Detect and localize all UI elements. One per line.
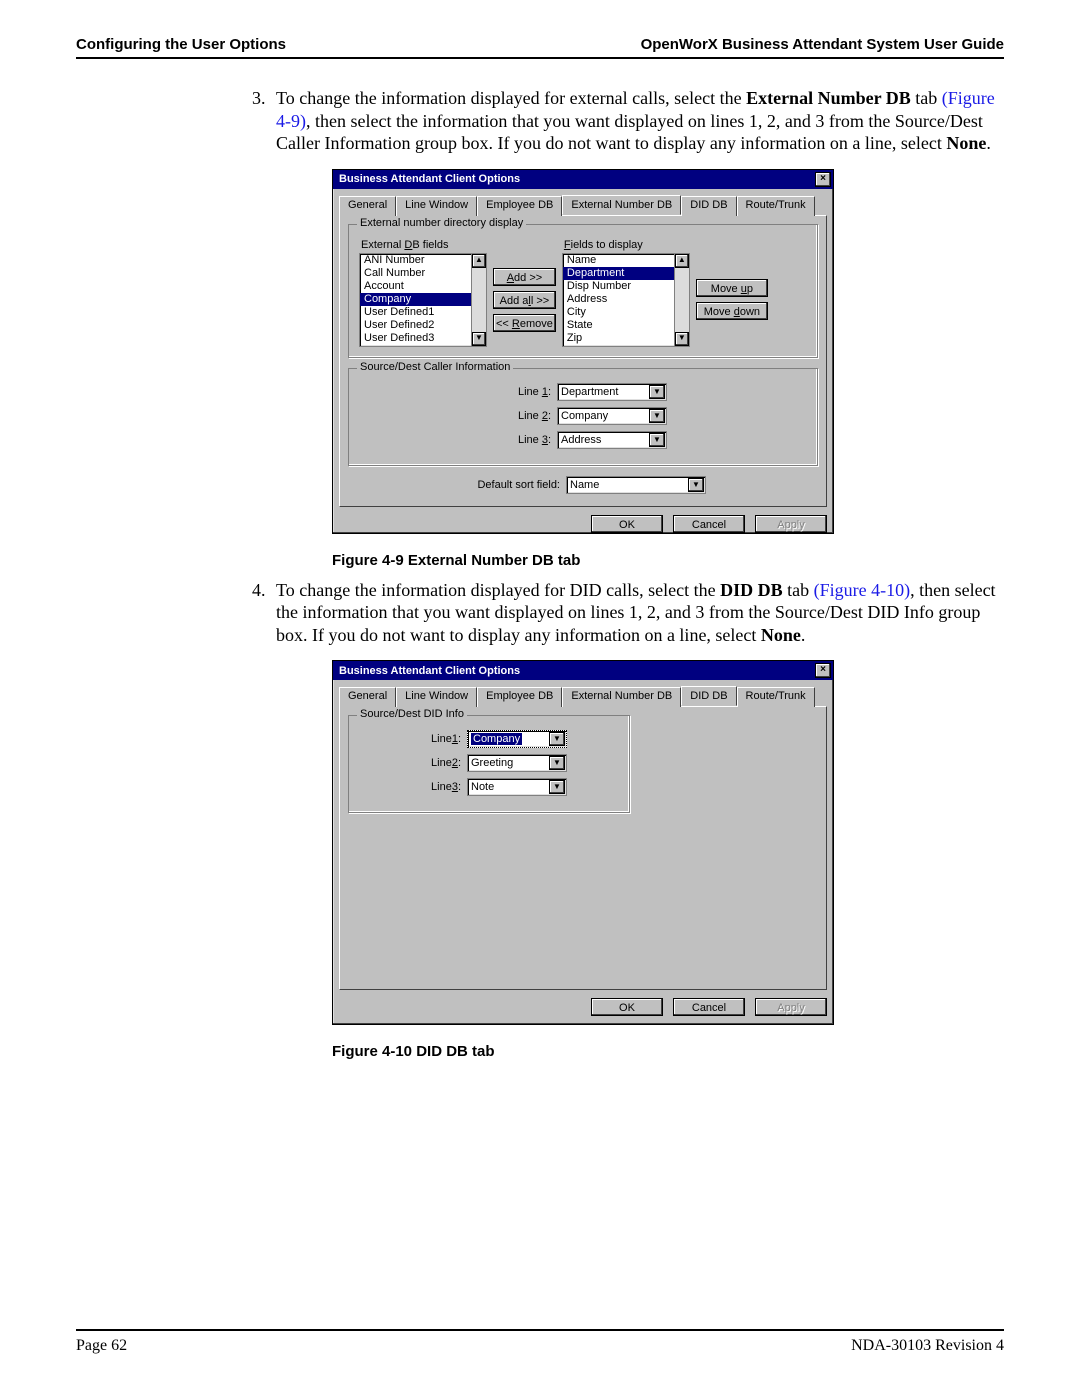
close-icon[interactable]: × [815, 172, 831, 187]
list-item[interactable]: City [563, 306, 689, 319]
ok-button[interactable]: OK [591, 998, 663, 1016]
close-icon[interactable]: × [815, 663, 831, 678]
list-item[interactable]: Call Number [360, 267, 486, 280]
tab-general[interactable]: General [339, 196, 396, 216]
list-item[interactable]: Account [360, 280, 486, 293]
cancel-button[interactable]: Cancel [673, 998, 745, 1016]
header-left: Configuring the User Options [76, 36, 286, 53]
line3-label: Line 3: [499, 434, 551, 446]
line2-combo[interactable]: Company▼ [557, 407, 667, 425]
figure-4-9-caption: Figure 4-9 External Number DB tab [332, 552, 1004, 569]
list-item[interactable]: Address [563, 293, 689, 306]
group-legend: Source/Dest Caller Information [357, 361, 513, 373]
list-item[interactable]: Company [360, 293, 486, 306]
step-4-text: 4.To change the information displayed fo… [276, 579, 1004, 647]
tab-strip: General Line Window Employee DB External… [333, 680, 833, 706]
line3-combo[interactable]: Note▼ [467, 778, 567, 796]
scroll-down-icon[interactable]: ▼ [472, 332, 486, 346]
chevron-down-icon[interactable]: ▼ [688, 478, 704, 492]
chevron-down-icon[interactable]: ▼ [649, 385, 665, 399]
list-item[interactable]: User Defined3 [360, 332, 486, 345]
footer-left: Page 62 [76, 1337, 127, 1355]
chevron-down-icon[interactable]: ▼ [549, 780, 565, 794]
list-item[interactable]: User Defined2 [360, 319, 486, 332]
add-all-button[interactable]: Add all >> [493, 291, 556, 309]
group-external-number-directory-display: External number directory display Extern… [348, 224, 818, 358]
figure-4-10-ref: (Figure 4-10) [814, 580, 910, 600]
move-down-button[interactable]: Move down [696, 302, 768, 320]
tab-general[interactable]: General [339, 687, 396, 707]
group-legend: Source/Dest DID Info [357, 708, 467, 720]
dialog-external-number-db: Business Attendant Client Options × Gene… [332, 169, 834, 534]
chevron-down-icon[interactable]: ▼ [649, 409, 665, 423]
line3-label: Line3: [411, 781, 461, 793]
add-button[interactable]: Add >> [493, 268, 556, 286]
tab-external-number-db[interactable]: External Number DB [562, 687, 681, 707]
apply-button[interactable]: Apply [755, 515, 827, 533]
line2-combo[interactable]: Greeting▼ [467, 754, 567, 772]
fields-to-display-list[interactable]: Name Department Disp Number Address City… [562, 253, 690, 347]
figure-4-10-caption: Figure 4-10 DID DB tab [332, 1043, 1004, 1060]
tab-did-db[interactable]: DID DB [681, 686, 736, 706]
line3-combo[interactable]: Address▼ [557, 431, 667, 449]
tab-line-window[interactable]: Line Window [396, 196, 477, 216]
line2-label: Line 2: [499, 410, 551, 422]
scroll-up-icon[interactable]: ▲ [675, 254, 689, 268]
chevron-down-icon[interactable]: ▼ [549, 732, 565, 746]
list-item[interactable]: State [563, 319, 689, 332]
tab-route-trunk[interactable]: Route/Trunk [737, 687, 815, 707]
tab-strip: General Line Window Employee DB External… [333, 189, 833, 215]
apply-button[interactable]: Apply [755, 998, 827, 1016]
tab-line-window[interactable]: Line Window [396, 687, 477, 707]
tab-route-trunk[interactable]: Route/Trunk [737, 196, 815, 216]
tab-employee-db[interactable]: Employee DB [477, 687, 562, 707]
step-3-text: 3.To change the information displayed fo… [276, 87, 1004, 155]
dialog-title: Business Attendant Client Options [339, 173, 520, 185]
default-sort-label: Default sort field: [460, 479, 560, 491]
chevron-down-icon[interactable]: ▼ [649, 433, 665, 447]
chevron-down-icon[interactable]: ▼ [549, 756, 565, 770]
default-sort-combo[interactable]: Name▼ [566, 476, 706, 494]
ok-button[interactable]: OK [591, 515, 663, 533]
dialog-did-db: Business Attendant Client Options × Gene… [332, 660, 834, 1025]
list-item[interactable]: User Defined1 [360, 306, 486, 319]
list-item[interactable]: ANI Number [360, 254, 486, 267]
scrollbar[interactable]: ▲ ▼ [471, 254, 486, 346]
external-db-fields-list[interactable]: ANI Number Call Number Account Company U… [359, 253, 487, 347]
tab-did-db[interactable]: DID DB [681, 196, 736, 216]
left-list-label: External DB fields [361, 239, 487, 251]
list-item[interactable]: Name [563, 254, 689, 267]
cancel-button[interactable]: Cancel [673, 515, 745, 533]
line1-label: Line 1: [499, 386, 551, 398]
footer-right: NDA-30103 Revision 4 [851, 1337, 1004, 1355]
line1-combo[interactable]: Company▼ [467, 730, 567, 748]
scroll-up-icon[interactable]: ▲ [472, 254, 486, 268]
tab-external-number-db[interactable]: External Number DB [562, 195, 681, 215]
header-right: OpenWorX Business Attendant System User … [641, 36, 1004, 53]
list-item[interactable]: Disp Number [563, 280, 689, 293]
dialog-title: Business Attendant Client Options [339, 665, 520, 677]
line2-label: Line2: [411, 757, 461, 769]
scrollbar[interactable]: ▲ ▼ [674, 254, 689, 346]
list-item[interactable]: Zip [563, 332, 689, 345]
scroll-down-icon[interactable]: ▼ [675, 332, 689, 346]
group-source-dest-did-info: Source/Dest DID Info Line1: Company▼ Lin… [348, 715, 630, 813]
right-list-label: Fields to display [564, 239, 690, 251]
list-item[interactable]: Department [563, 267, 689, 280]
remove-button[interactable]: << Remove [493, 314, 556, 332]
line1-label: Line1: [411, 733, 461, 745]
group-source-dest-caller-info: Source/Dest Caller Information Line 1: D… [348, 368, 818, 466]
line1-combo[interactable]: Department▼ [557, 383, 667, 401]
tab-employee-db[interactable]: Employee DB [477, 196, 562, 216]
group-legend: External number directory display [357, 217, 526, 229]
move-up-button[interactable]: Move up [696, 279, 768, 297]
